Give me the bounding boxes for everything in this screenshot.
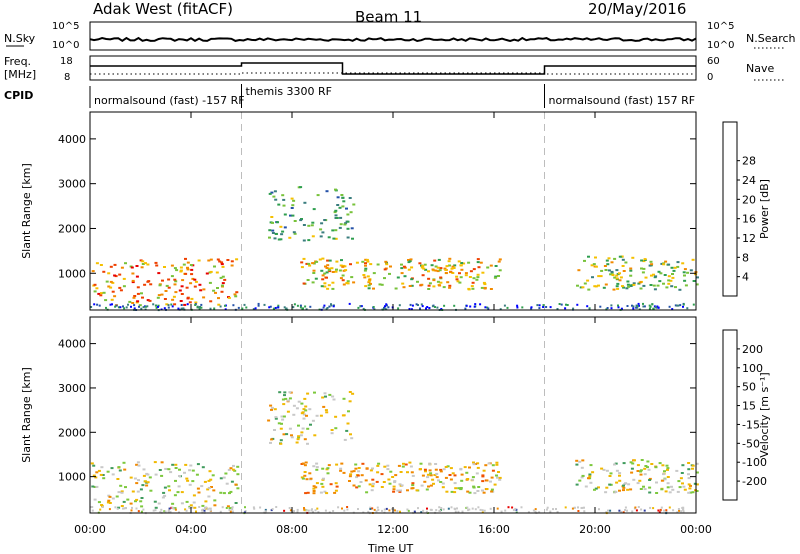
power-frame (89, 111, 697, 311)
echo-region (576, 255, 699, 291)
noise-frame (89, 21, 697, 51)
noise-panel: N.Sky 10^5 10^0 10^5 10^0 N.Search (4, 21, 796, 51)
x-tick-label: 20:00 (579, 523, 611, 536)
noise-left-tick-bottom: 10^0 (52, 40, 79, 51)
velocity-y-axis: 1000 2000 3000 4000 (58, 338, 696, 484)
freq-label-1: Freq. (4, 55, 31, 68)
colorbar-tick-label: 200 (742, 343, 763, 356)
time-axis-label: Time UT (367, 542, 413, 554)
noise-left-label: N.Sky (4, 32, 36, 45)
echo-region (267, 391, 355, 445)
velocity-panel: 1000 2000 3000 4000 Slant Range [km] (20, 316, 699, 515)
power-panel: 1000 2000 3000 4000 Slant Range [km] (20, 111, 699, 312)
colorbar-tick-label: 16 (742, 213, 756, 226)
colorbar-tick-label: 4 (742, 271, 749, 284)
velocity-frame (89, 316, 697, 514)
colorbar-frame (722, 329, 738, 501)
noise-right-label: N.Search (746, 32, 796, 45)
colorbar-tick-label: 28 (742, 155, 756, 168)
y-tick-label: 2000 (58, 426, 86, 439)
colorbar-tick-label: -100 (742, 456, 767, 469)
colorbar-tick-label: 100 (742, 362, 763, 375)
y-tick-label: 4000 (58, 133, 86, 146)
colorbar-tick-label: 50 (742, 381, 756, 394)
colorbar-tick-label: 12 (742, 232, 756, 245)
y-tick-label: 1000 (58, 267, 86, 280)
time-axis: 00:00 04:00 08:00 12:00 16:00 20:00 00:00 (74, 112, 712, 536)
echo-region (575, 459, 699, 494)
noise-left-tick-top: 10^5 (52, 21, 79, 32)
y-tick-label: 1000 (58, 471, 86, 484)
colorbar-tick-label: -15 (742, 418, 760, 431)
date-title: 20/May/2016 (588, 0, 686, 18)
cpid-segment-label: themis 3300 RF (246, 85, 333, 98)
freq-frame (89, 55, 697, 81)
power-data-layer (90, 112, 699, 312)
power-y-label: Slant Range [km] (20, 163, 33, 259)
beam-title: Beam 11 (355, 8, 422, 26)
radar-title: Adak West (fitACF) (93, 0, 233, 18)
x-tick-label: 16:00 (478, 523, 510, 536)
freq-panel: Freq. [MHz] 18 8 60 0 Nave (4, 55, 786, 83)
y-tick-label: 4000 (58, 338, 86, 351)
freq-tick-top: 18 (60, 56, 73, 67)
nave-tick-bottom: 0 (707, 72, 713, 83)
colorbar-tick-label: -200 (742, 475, 767, 488)
colorbar-tick-label: 15 (742, 400, 756, 413)
velocity-colorbar: 200 100 50 15 -15 -50 -100 -200 Velocity [m s⁻¹] (722, 329, 771, 501)
nave-tick-top: 60 (707, 56, 720, 67)
nave-label: Nave (746, 62, 774, 75)
colorbar-label: Power [dB] (758, 179, 771, 239)
colorbar-tick-label: 24 (742, 174, 756, 187)
echo-region (300, 257, 502, 291)
echo-region (268, 186, 356, 242)
colorbar-tick-label: -50 (742, 437, 760, 450)
x-tick-label: 00:00 (74, 523, 106, 536)
freq-trace (90, 62, 696, 75)
power-y-axis: 1000 2000 3000 4000 (58, 133, 696, 280)
freq-tick-bottom: 8 (64, 72, 70, 83)
colorbar-frame (722, 121, 738, 297)
noise-right-tick-bottom: 10^0 (707, 40, 734, 51)
velocity-data-layer (90, 317, 699, 515)
noise-trace (89, 36, 697, 43)
x-tick-label: 12:00 (377, 523, 409, 536)
colorbar-tick-label: 20 (742, 193, 756, 206)
x-tick-label: 08:00 (276, 523, 308, 536)
cpid-segment-label: normalsound (fast) -157 RF (94, 94, 245, 107)
y-tick-label: 2000 (58, 222, 86, 235)
nave-trace (90, 72, 696, 75)
x-tick-label: 00:00 (680, 523, 712, 536)
noise-right-tick-top: 10^5 (707, 21, 734, 32)
velocity-y-label: Slant Range [km] (20, 367, 33, 463)
y-tick-label: 3000 (58, 382, 86, 395)
colorbar-label: Velocity [m s⁻¹] (758, 372, 771, 457)
colorbar-tick-label: 8 (742, 251, 749, 264)
echo-region (90, 461, 240, 510)
cpid-label: CPID (4, 89, 33, 102)
echo-region (300, 461, 502, 495)
cpid-segment-label: normalsound (fast) 157 RF (549, 94, 696, 107)
y-tick-label: 3000 (58, 178, 86, 191)
x-tick-label: 04:00 (175, 523, 207, 536)
freq-label-2: [MHz] (4, 68, 36, 81)
echo-region (91, 257, 239, 307)
